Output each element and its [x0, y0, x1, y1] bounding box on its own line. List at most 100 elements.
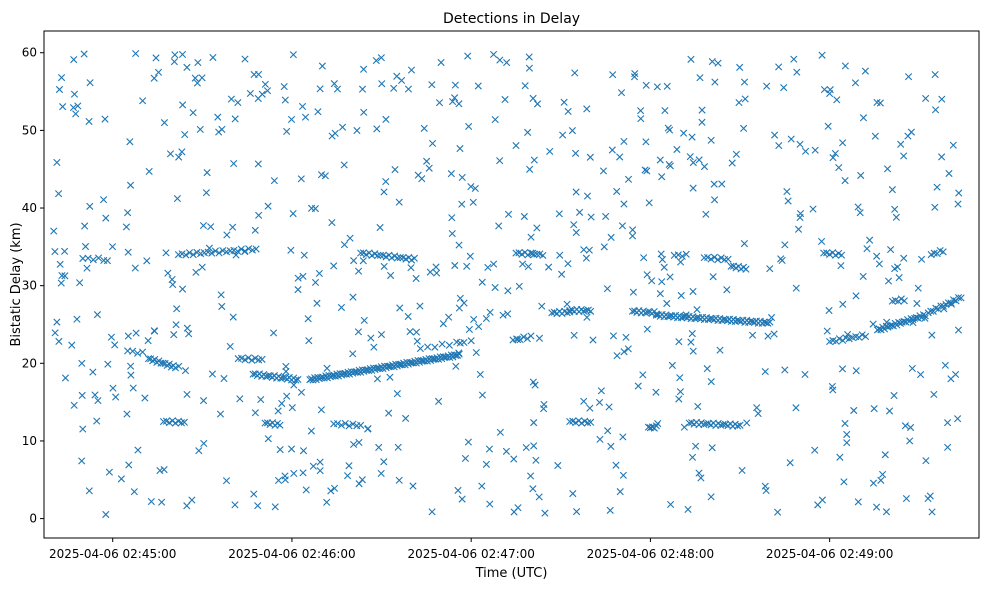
detection-point — [666, 162, 674, 170]
detection-point — [73, 315, 81, 323]
detection-point — [570, 331, 578, 339]
detection-point — [55, 85, 64, 94]
detection-point — [521, 82, 529, 90]
detection-point — [465, 122, 473, 131]
detection-point — [947, 300, 955, 308]
detection-point — [451, 81, 459, 89]
track-point — [820, 249, 828, 257]
detection-point — [740, 78, 749, 86]
detection-point — [445, 313, 453, 321]
detection-point — [340, 161, 348, 169]
detection-point — [93, 417, 101, 425]
detection-point — [199, 222, 208, 230]
detection-point — [181, 130, 189, 139]
detection-point — [254, 94, 262, 103]
detection-point — [533, 100, 542, 108]
track-point — [742, 265, 750, 273]
detection-point — [928, 331, 936, 339]
track-point — [138, 348, 147, 356]
detection-point — [897, 140, 905, 148]
detection-point — [943, 419, 952, 427]
detection-point — [851, 79, 860, 87]
detection-point — [428, 81, 436, 89]
detection-point — [482, 314, 490, 323]
detection-point — [676, 388, 685, 396]
detection-point — [299, 272, 307, 280]
detection-point — [214, 113, 222, 121]
detection-point — [396, 304, 404, 312]
detection-point — [617, 89, 626, 97]
detection-point — [85, 117, 93, 126]
detection-point — [81, 222, 89, 230]
detection-point — [102, 510, 110, 519]
detection-point — [527, 233, 535, 241]
detection-point — [241, 55, 249, 63]
track-point — [533, 250, 541, 258]
detection-point — [53, 318, 61, 326]
plot-frame — [43, 30, 980, 539]
track-point — [237, 245, 245, 253]
track-point — [900, 317, 908, 325]
detection-point — [395, 476, 403, 484]
track-point — [652, 310, 660, 318]
detection-point — [872, 503, 881, 511]
detection-point — [346, 234, 354, 242]
detection-point — [350, 440, 358, 449]
detection-point — [126, 138, 134, 146]
detection-point — [620, 137, 628, 146]
detection-point — [234, 98, 242, 107]
detection-point — [644, 423, 653, 431]
detection-point — [426, 268, 434, 276]
detection-point — [79, 425, 87, 433]
track-point — [182, 251, 190, 259]
detection-point — [482, 460, 490, 468]
detection-point — [385, 409, 393, 417]
detection-point — [55, 337, 63, 345]
detection-point — [814, 501, 822, 509]
detection-point — [231, 115, 239, 123]
detection-point — [572, 188, 580, 196]
detection-point — [787, 135, 795, 143]
track-point — [258, 355, 266, 363]
detection-point — [702, 210, 710, 218]
detection-point — [852, 292, 860, 300]
detection-point — [642, 81, 650, 89]
detection-point — [710, 180, 718, 188]
detection-point — [53, 158, 61, 167]
detection-point — [955, 189, 963, 197]
detection-point — [455, 100, 463, 108]
track-point — [279, 374, 287, 382]
detection-point — [255, 211, 263, 219]
detection-point — [764, 332, 772, 340]
detection-point — [931, 106, 940, 114]
x-axis-label: Time (UTC) — [475, 566, 548, 581]
detection-point — [928, 508, 936, 516]
detection-point — [663, 299, 671, 308]
detection-point — [861, 67, 869, 75]
detection-point — [940, 305, 948, 313]
detection-point — [559, 131, 567, 139]
detection-point — [437, 58, 445, 67]
detection-point — [143, 257, 151, 265]
detection-point — [78, 391, 86, 399]
track-point — [707, 255, 715, 263]
detection-point — [527, 472, 535, 480]
detection-point — [624, 345, 632, 353]
detection-point — [771, 131, 779, 139]
detection-point — [602, 212, 610, 221]
detection-point — [688, 133, 696, 141]
track-point — [129, 347, 137, 355]
detection-point — [888, 186, 896, 194]
track-point — [334, 420, 342, 428]
detection-point — [900, 152, 908, 160]
detection-point — [884, 277, 893, 285]
track-point — [644, 308, 652, 316]
detection-point — [643, 325, 651, 333]
detection-point — [796, 213, 804, 222]
detection-point — [461, 454, 470, 463]
detection-point — [281, 476, 289, 484]
detection-point — [496, 56, 504, 64]
detection-point — [612, 461, 620, 469]
detection-point — [183, 390, 191, 399]
detection-point — [78, 359, 86, 367]
